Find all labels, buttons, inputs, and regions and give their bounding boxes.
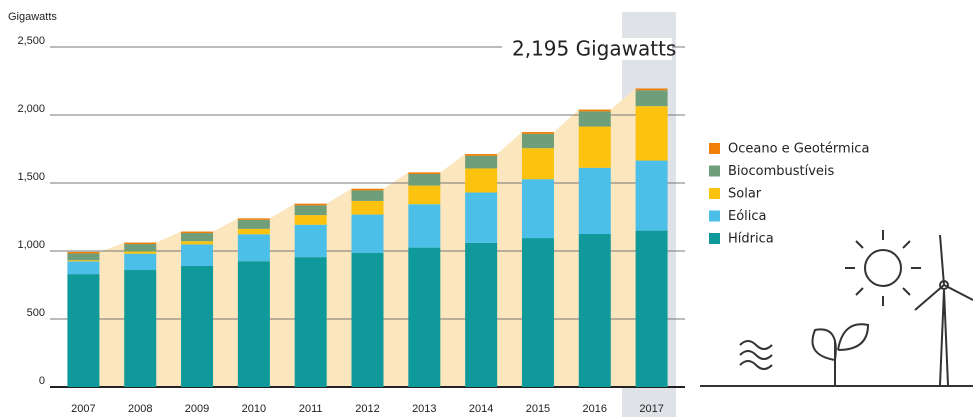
bar-segment bbox=[578, 234, 611, 387]
legend-label: Hídrica bbox=[728, 232, 774, 247]
bar-segment bbox=[124, 253, 157, 271]
bar-segment bbox=[181, 244, 214, 266]
bar-segment bbox=[578, 126, 611, 168]
x-tick-label: 2015 bbox=[526, 403, 550, 415]
bar-segment bbox=[294, 215, 327, 225]
bar-segment bbox=[521, 238, 554, 387]
bar-segment bbox=[465, 242, 498, 387]
bar-segment bbox=[408, 247, 441, 387]
x-tick-label: 2008 bbox=[128, 403, 152, 415]
bar-segment bbox=[237, 218, 270, 220]
x-tick-label: 2011 bbox=[299, 403, 323, 415]
bar-segment bbox=[351, 253, 384, 387]
y-tick-label: 0 bbox=[39, 375, 45, 387]
bar-segment bbox=[635, 160, 668, 231]
legend: Oceano e Geotérmica Biocombustíveis Solar E… bbox=[709, 142, 869, 247]
bar-segment bbox=[124, 251, 157, 254]
bar-segment bbox=[294, 203, 327, 206]
x-tick-label: 2009 bbox=[185, 403, 209, 415]
y-tick-label: 2,500 bbox=[17, 35, 45, 47]
bar-segment bbox=[67, 251, 100, 254]
bar-segment bbox=[635, 88, 668, 91]
bar-segment bbox=[521, 179, 554, 239]
icons bbox=[700, 230, 973, 387]
bar-segment bbox=[67, 261, 100, 275]
legend-swatch bbox=[709, 165, 720, 177]
bar-segment bbox=[408, 185, 441, 205]
bar-segment bbox=[124, 242, 157, 245]
bar-segment bbox=[465, 155, 498, 169]
bar-segment bbox=[181, 231, 214, 234]
bar-segment bbox=[578, 111, 611, 127]
bar-segment bbox=[237, 234, 270, 262]
annotation: 2,195 Gigawatts bbox=[512, 37, 676, 61]
y-tick-label: 1,000 bbox=[17, 239, 45, 251]
legend-label: Eólica bbox=[728, 209, 767, 224]
bar-segment bbox=[635, 90, 668, 107]
bar-segment bbox=[294, 224, 327, 258]
bar-segment bbox=[465, 168, 498, 193]
bar-segment bbox=[124, 244, 157, 252]
x-tick-label: 2010 bbox=[242, 403, 266, 415]
legend-swatch bbox=[709, 233, 720, 244]
bar-segment bbox=[67, 253, 100, 261]
y-tick-label: 2,000 bbox=[17, 103, 45, 115]
legend-swatch bbox=[709, 210, 720, 222]
x-tick-label: 2007 bbox=[71, 403, 95, 415]
bar-segment bbox=[465, 192, 498, 243]
bar-segment bbox=[181, 241, 214, 245]
x-tick-label: 2013 bbox=[412, 403, 436, 415]
bar-segment bbox=[465, 154, 498, 156]
bar-segment bbox=[237, 219, 270, 229]
bar-segment bbox=[635, 106, 668, 161]
bar-segment bbox=[351, 190, 384, 201]
bar-segment bbox=[351, 188, 384, 191]
bar-segment bbox=[408, 174, 441, 186]
legend-swatch bbox=[709, 188, 720, 199]
bar-segment bbox=[578, 109, 611, 112]
bar-segment bbox=[351, 200, 384, 215]
annotation-bg bbox=[502, 38, 672, 60]
x-tick-label: 2012 bbox=[355, 403, 379, 415]
legend-label: Biocombustíveis bbox=[728, 164, 835, 179]
x-tick-label: 2014 bbox=[469, 403, 493, 415]
bar-segment bbox=[521, 148, 554, 180]
bar-segment bbox=[294, 257, 327, 387]
y-tick-label: 500 bbox=[27, 307, 45, 319]
x-tick-label: 2016 bbox=[583, 403, 607, 415]
bar-segment bbox=[521, 132, 554, 134]
x-tick-label: 2017 bbox=[639, 403, 663, 415]
bar-segment bbox=[181, 265, 214, 387]
legend-swatch bbox=[709, 143, 720, 154]
bar-segment bbox=[67, 260, 100, 262]
bar-segment bbox=[237, 228, 270, 235]
y-axis-label: Gigawatts bbox=[8, 11, 57, 23]
bar-segment bbox=[408, 204, 441, 248]
bar-segment bbox=[408, 172, 441, 175]
bar-segment bbox=[294, 205, 327, 216]
bar-segment bbox=[635, 230, 668, 387]
bar-segment bbox=[67, 274, 100, 387]
bar-segment bbox=[351, 214, 384, 254]
bar-segment bbox=[181, 233, 214, 242]
y-tick-label: 1,500 bbox=[17, 171, 45, 183]
bar-layer bbox=[67, 88, 668, 387]
legend-label: Oceano e Geotérmica bbox=[728, 142, 869, 157]
bar-segment bbox=[237, 261, 270, 387]
legend-label: Solar bbox=[728, 187, 762, 202]
bar-segment bbox=[578, 167, 611, 234]
bar-segment bbox=[521, 133, 554, 149]
bar-segment bbox=[124, 270, 157, 387]
